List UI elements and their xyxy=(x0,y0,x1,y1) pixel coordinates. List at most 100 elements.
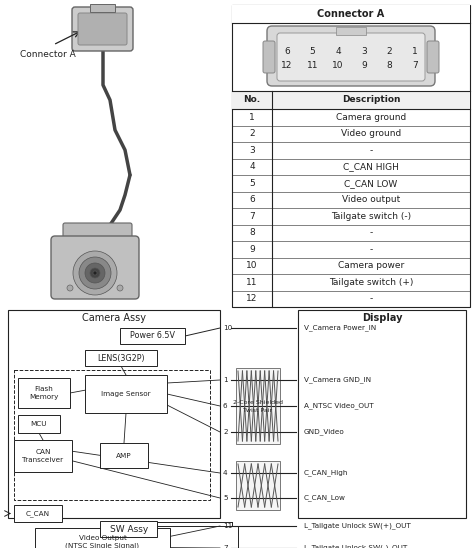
Text: AMP: AMP xyxy=(116,453,132,459)
FancyBboxPatch shape xyxy=(78,13,127,45)
Text: 2: 2 xyxy=(387,47,392,55)
Text: Power 6.5V: Power 6.5V xyxy=(130,332,175,340)
Text: C_CAN_High: C_CAN_High xyxy=(304,470,348,476)
Text: Camera power: Camera power xyxy=(338,261,404,270)
Circle shape xyxy=(73,251,117,295)
Bar xyxy=(18,378,70,408)
Text: -: - xyxy=(369,294,373,303)
Text: GND_Video: GND_Video xyxy=(304,429,345,435)
Circle shape xyxy=(93,271,97,275)
Text: Video Output
(NTSC Single Signal): Video Output (NTSC Single Signal) xyxy=(65,535,139,548)
Text: 1: 1 xyxy=(412,47,418,55)
Text: 6: 6 xyxy=(223,403,228,409)
Text: 2: 2 xyxy=(223,429,228,435)
Bar xyxy=(85,350,157,366)
Text: 7: 7 xyxy=(412,61,418,71)
Text: 5: 5 xyxy=(223,495,228,501)
Text: Tailgate switch (+): Tailgate switch (+) xyxy=(329,278,413,287)
Bar xyxy=(236,368,280,444)
Text: SW Assy: SW Assy xyxy=(110,524,148,534)
Bar xyxy=(336,27,366,35)
Bar xyxy=(8,310,220,518)
Text: Image Sensor: Image Sensor xyxy=(101,391,151,397)
Text: 12: 12 xyxy=(246,294,258,303)
Bar xyxy=(120,328,185,344)
Text: 12: 12 xyxy=(281,61,292,71)
Text: -: - xyxy=(369,245,373,254)
Text: 1: 1 xyxy=(223,377,228,383)
Text: 8: 8 xyxy=(386,61,392,71)
Text: 4: 4 xyxy=(336,47,341,55)
Text: L_Tailgate Unlock SW(-)_OUT: L_Tailgate Unlock SW(-)_OUT xyxy=(304,545,407,548)
FancyBboxPatch shape xyxy=(277,33,425,81)
Bar xyxy=(18,415,60,433)
Text: 4: 4 xyxy=(249,162,255,171)
Circle shape xyxy=(67,285,73,291)
FancyBboxPatch shape xyxy=(51,236,139,299)
Bar xyxy=(14,370,210,500)
FancyBboxPatch shape xyxy=(267,26,435,86)
Text: 3: 3 xyxy=(361,47,367,55)
Text: Flash
Memory: Flash Memory xyxy=(29,386,59,399)
Text: Video output: Video output xyxy=(342,195,400,204)
Bar xyxy=(236,461,280,510)
Text: A_NTSC Video_OUT: A_NTSC Video_OUT xyxy=(304,403,374,409)
Text: -: - xyxy=(369,229,373,237)
Text: 10: 10 xyxy=(223,325,232,331)
FancyBboxPatch shape xyxy=(427,41,439,73)
Text: MCU: MCU xyxy=(31,421,47,427)
Text: C_CAN_Low: C_CAN_Low xyxy=(304,495,346,501)
Text: L_Tailgate Unlock SW(+)_OUT: L_Tailgate Unlock SW(+)_OUT xyxy=(304,523,411,529)
Text: 2: 2 xyxy=(249,129,255,138)
Text: No.: No. xyxy=(244,95,261,105)
Bar xyxy=(14,505,62,522)
Text: 3: 3 xyxy=(249,146,255,155)
Text: 7: 7 xyxy=(249,212,255,221)
Bar xyxy=(85,375,167,413)
Bar xyxy=(100,443,148,468)
Text: Connector A: Connector A xyxy=(20,50,76,59)
Text: LENS(3G2P): LENS(3G2P) xyxy=(97,353,145,362)
Text: 2-Core Shielded: 2-Core Shielded xyxy=(233,401,283,406)
Text: 10: 10 xyxy=(246,261,258,270)
Text: Twist Pair: Twist Pair xyxy=(244,408,273,414)
Text: Camera ground: Camera ground xyxy=(336,113,406,122)
Text: 8: 8 xyxy=(249,229,255,237)
Text: 9: 9 xyxy=(361,61,367,71)
Bar xyxy=(232,5,470,23)
Bar xyxy=(90,4,115,12)
Bar xyxy=(232,91,470,109)
Circle shape xyxy=(90,268,100,278)
Text: C_CAN HIGH: C_CAN HIGH xyxy=(343,162,399,171)
Circle shape xyxy=(85,263,105,283)
Bar xyxy=(14,440,72,472)
Circle shape xyxy=(79,257,111,289)
FancyBboxPatch shape xyxy=(72,7,133,51)
Bar xyxy=(35,528,170,548)
Text: Description: Description xyxy=(342,95,400,105)
Text: V_Camera GND_IN: V_Camera GND_IN xyxy=(304,376,371,384)
Bar xyxy=(298,310,466,518)
Text: 6: 6 xyxy=(249,195,255,204)
Text: 11: 11 xyxy=(307,61,319,71)
Text: C_CAN: C_CAN xyxy=(26,510,50,517)
Text: Tailgate switch (-): Tailgate switch (-) xyxy=(331,212,411,221)
Text: CAN
Transceiver: CAN Transceiver xyxy=(22,449,64,463)
Text: 5: 5 xyxy=(310,47,316,55)
Text: 6: 6 xyxy=(284,47,290,55)
Text: 10: 10 xyxy=(332,61,344,71)
Circle shape xyxy=(117,285,123,291)
Bar xyxy=(232,5,470,307)
Text: V_Camera Power_IN: V_Camera Power_IN xyxy=(304,324,376,332)
Text: Camera Assy: Camera Assy xyxy=(82,313,146,323)
FancyBboxPatch shape xyxy=(263,41,275,73)
Text: C_CAN LOW: C_CAN LOW xyxy=(345,179,398,188)
Text: 1: 1 xyxy=(249,113,255,122)
Text: Display: Display xyxy=(362,313,402,323)
Text: 11: 11 xyxy=(223,523,232,529)
Text: Connector A: Connector A xyxy=(318,9,384,19)
Text: 5: 5 xyxy=(249,179,255,188)
Text: 7: 7 xyxy=(223,545,228,548)
Text: -: - xyxy=(369,146,373,155)
Text: Video ground: Video ground xyxy=(341,129,401,138)
